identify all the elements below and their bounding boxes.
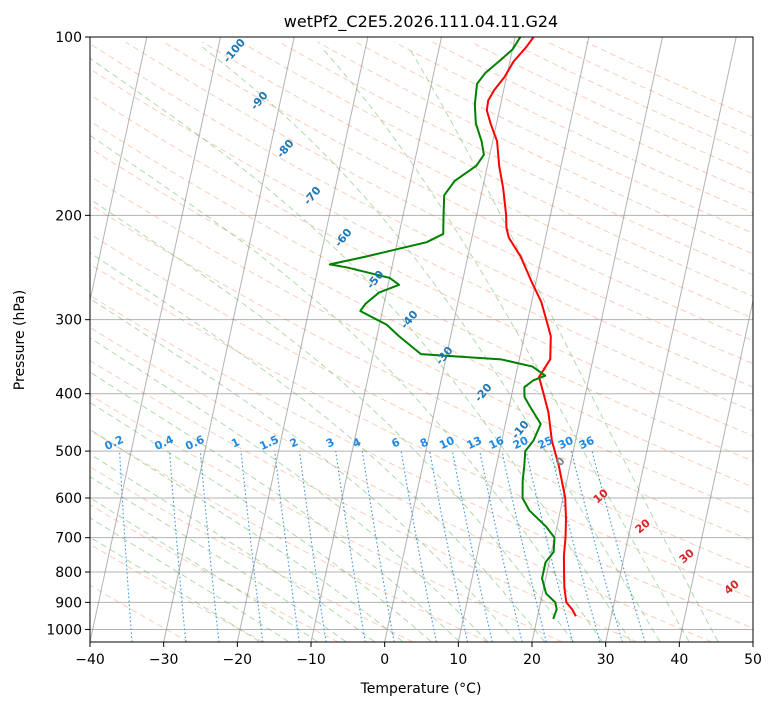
- dry-adiabat: [90, 204, 753, 542]
- isotherm: [310, 37, 442, 642]
- x-tick-label: 10: [449, 652, 467, 668]
- x-axis-ticks: −40 −30 −20 −10 0 10 20 30 40 50: [75, 642, 762, 668]
- mixing-ratio-line: [570, 450, 623, 642]
- y-tick-label: 100: [55, 30, 82, 46]
- x-axis-label: Temperature (°C): [360, 681, 482, 697]
- isotherm: [605, 37, 737, 642]
- mixing-ratio-line: [335, 451, 366, 642]
- mixing-ratio-label: 13: [465, 434, 484, 452]
- moist-adiabat: [90, 134, 603, 642]
- x-tick-label: −10: [296, 652, 326, 668]
- x-tick-label: 20: [523, 652, 541, 668]
- mixing-ratio-label: 20: [511, 434, 531, 452]
- dry-adiabat: [90, 263, 753, 599]
- y-tick-label: 1000: [46, 622, 82, 638]
- mixing-ratio-label: 30: [556, 434, 576, 452]
- mixing-ratio-label: 25: [536, 434, 555, 452]
- dry-adiabat: [90, 68, 753, 412]
- dry-adiabat: [90, 147, 753, 488]
- isotherm: [457, 37, 590, 642]
- mixing-ratio-line: [240, 451, 264, 642]
- isotherm: [384, 37, 516, 642]
- y-tick-label: 700: [55, 531, 82, 547]
- isotherm: [0, 37, 73, 642]
- mixing-ratio-line: [429, 451, 469, 642]
- mixing-ratio-label: 10: [437, 434, 457, 452]
- moist-adiabat: [90, 57, 632, 642]
- moist-adiabat: [90, 337, 488, 642]
- temperature-line: [485, 37, 577, 617]
- dry-adiabat: [90, 360, 638, 642]
- isotherm: [163, 37, 295, 642]
- y-axis-label: Pressure (hPa): [12, 290, 28, 390]
- dry-adiabat: [90, 466, 414, 642]
- isotherm: [678, 298, 753, 642]
- x-tick-label: 30: [597, 652, 615, 668]
- mixing-ratio-line: [479, 450, 523, 642]
- x-tick-label: 50: [744, 652, 762, 668]
- mixing-ratio-line: [550, 450, 601, 642]
- y-tick-label: 400: [55, 387, 82, 403]
- y-tick-label: 500: [55, 444, 82, 460]
- y-axis-ticks: 100 200 300 400 500 600 700 800 900 1000: [46, 30, 90, 638]
- chart-title: wetPf2_C2E5.2026.111.04.11.G24: [284, 12, 558, 32]
- x-tick-label: −30: [149, 652, 179, 668]
- mixing-ratio-line: [169, 451, 187, 642]
- moist-adiabat: [202, 46, 661, 642]
- isotherm: [236, 37, 369, 642]
- x-tick-label: 0: [380, 652, 389, 668]
- dry-adiabat: [202, 41, 753, 319]
- isotherm: [90, 37, 221, 642]
- dry-adiabat: [163, 41, 753, 342]
- y-tick-label: 800: [55, 565, 82, 581]
- moist-adiabat: [90, 371, 460, 642]
- mixing-ratio-line: [501, 450, 547, 642]
- mixing-ratio-line: [298, 451, 327, 642]
- moist-adiabat: [90, 453, 375, 642]
- dry-adiabat: [90, 294, 753, 629]
- moist-adiabat: [90, 476, 346, 642]
- y-tick-label: 200: [55, 208, 82, 224]
- isotherm: [90, 37, 148, 303]
- mixing-ratio-label: 16: [487, 434, 507, 452]
- moist-adiabat: [90, 401, 432, 642]
- x-tick-label: 40: [670, 652, 688, 668]
- mixing-ratio-label: 36: [577, 434, 597, 452]
- y-tick-label: 300: [55, 313, 82, 329]
- mixing-ratio-line: [274, 451, 300, 642]
- isotherms: [0, 37, 753, 642]
- mixing-ratio-line: [525, 450, 574, 642]
- x-tick-label: −20: [223, 652, 253, 668]
- dewpoint-line: [328, 37, 558, 620]
- x-tick-label: −40: [75, 652, 105, 668]
- isotherm: [752, 639, 753, 642]
- dry-adiabat: [90, 504, 339, 642]
- sounding-series: [328, 37, 577, 620]
- mixing-ratio-line: [199, 451, 220, 642]
- dry-adiabat: [90, 43, 753, 388]
- moist-adiabat: [90, 252, 545, 642]
- dry-adiabat: [90, 175, 753, 515]
- y-tick-label: 900: [55, 595, 82, 611]
- dry-adiabat: [90, 584, 190, 642]
- y-tick-label: 600: [55, 491, 82, 507]
- pressure-gridlines: [90, 37, 753, 630]
- plot-frame: [89, 36, 754, 643]
